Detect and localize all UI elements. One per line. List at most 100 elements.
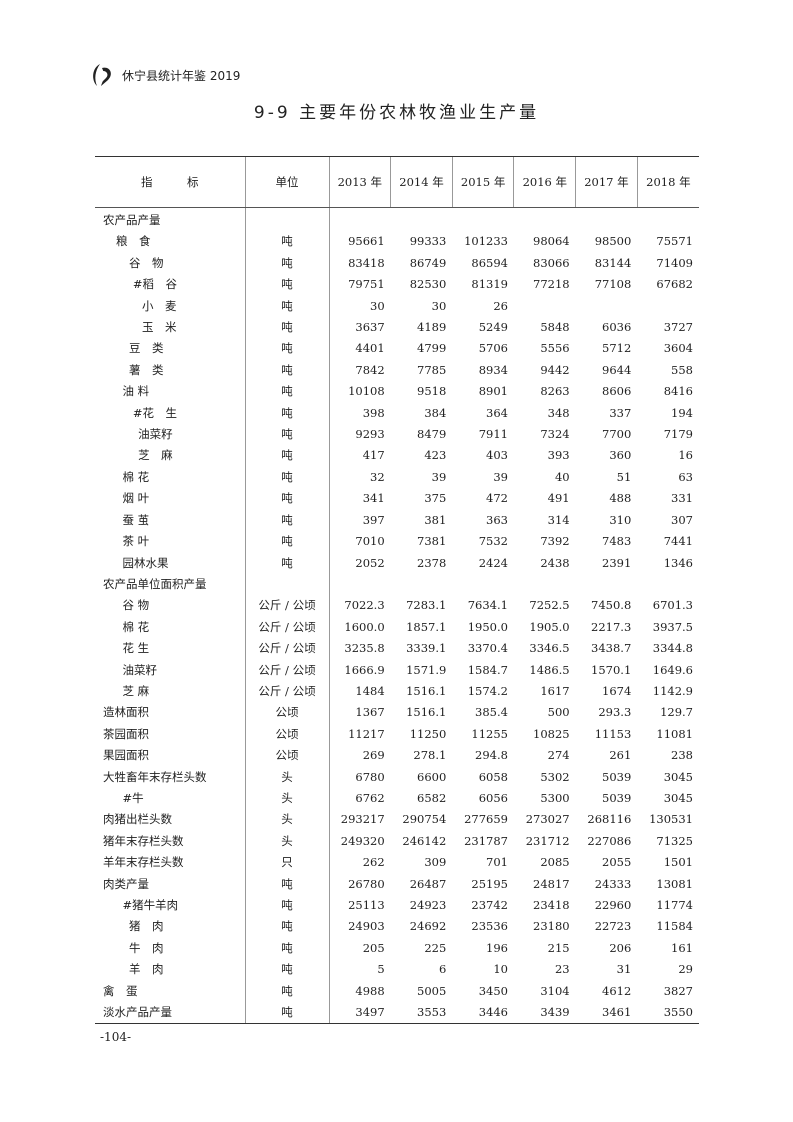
cell-value: 3497 bbox=[329, 1002, 391, 1025]
cell-value: 71409 bbox=[656, 255, 693, 270]
cell-value: 1584.7 bbox=[467, 662, 508, 677]
cell-value: 500 bbox=[547, 705, 570, 720]
table-row: 禽 蛋吨 4988 5005 3450 3104 4612 3827 bbox=[95, 980, 699, 1003]
cell-value: 194 bbox=[671, 405, 693, 420]
cell-value: 98500 bbox=[594, 234, 632, 249]
cell-value: 1516.1 bbox=[406, 683, 447, 698]
cell-value: 77108 bbox=[594, 277, 632, 292]
cell-value: 95661 bbox=[348, 234, 385, 249]
row-unit: 公斤 / 公顷 bbox=[245, 595, 330, 617]
cell-value: 9293 bbox=[355, 427, 385, 442]
cell-value bbox=[514, 296, 576, 317]
cell-value: 9442 bbox=[540, 362, 570, 377]
row-label: 芝 麻 bbox=[95, 680, 246, 703]
column-header-year: 2018 年 bbox=[636, 156, 699, 208]
cell-value: 4189 bbox=[417, 320, 447, 335]
row-unit: 吨 bbox=[245, 916, 330, 938]
cell-value bbox=[514, 574, 576, 595]
cell-value: 1570.1 bbox=[591, 662, 632, 677]
cell-value: 5556 bbox=[540, 341, 570, 356]
cell-value: 3370.4 bbox=[467, 641, 508, 656]
table-row: 大牲畜年末存栏头数头 6780 6600 6058 5302 5039 3045 bbox=[95, 766, 699, 788]
cell-value: 24923 bbox=[409, 898, 447, 912]
row-label: 蚕 茧 bbox=[95, 509, 246, 532]
cell-value: 63 bbox=[678, 469, 693, 484]
cell-value: 86594 bbox=[471, 255, 508, 270]
cell-value: 215 bbox=[547, 940, 570, 955]
table-row: 油菜籽吨 9293 8479 7911 7324 7700 7179 bbox=[95, 424, 699, 446]
cell-value: 99333 bbox=[409, 234, 447, 249]
row-unit: 吨 bbox=[245, 445, 330, 467]
cell-value: 7634.1 bbox=[467, 598, 508, 613]
cell-value: 1484 bbox=[355, 683, 385, 698]
table-row: 棉 花公斤 / 公顷 1600.0 1857.1 1950.0 1905.0 2217.3… bbox=[95, 616, 699, 639]
column-header-year: 2014 年 bbox=[390, 156, 453, 208]
cell-value bbox=[576, 296, 638, 317]
cell-value: 3553 bbox=[390, 1002, 453, 1025]
row-unit: 头 bbox=[245, 809, 330, 831]
cell-value bbox=[452, 574, 514, 595]
cell-value: 1674 bbox=[602, 683, 632, 698]
row-unit: 头 bbox=[245, 787, 330, 810]
cell-value: 1501 bbox=[663, 855, 693, 870]
cell-value: 7911 bbox=[478, 427, 508, 442]
table-row: 粮 食吨 95661 99333 101233 98064 98500 75571 bbox=[95, 231, 699, 253]
cell-value: 23536 bbox=[471, 919, 508, 934]
row-unit: 吨 bbox=[245, 359, 330, 382]
cell-value: 225 bbox=[424, 940, 447, 955]
table-row: 农产品产量 bbox=[95, 207, 699, 232]
table-row: 园林水果吨 2052 2378 2424 2438 2391 1346 bbox=[95, 552, 699, 574]
cell-value: 385.4 bbox=[475, 705, 508, 720]
cell-value: 7010 bbox=[355, 534, 385, 549]
row-label: 棉 花 bbox=[95, 616, 246, 639]
row-unit bbox=[245, 573, 330, 596]
table-row: 烟 叶吨 341 375 472 491 488 331 bbox=[95, 488, 699, 510]
row-label: 羊 肉 bbox=[95, 959, 246, 981]
cell-value: 26 bbox=[493, 298, 508, 313]
cell-value: 384 bbox=[424, 405, 447, 420]
row-label: 禽 蛋 bbox=[95, 980, 246, 1003]
cell-value: 3937.5 bbox=[652, 619, 693, 634]
cell-value: 98064 bbox=[533, 234, 570, 249]
cell-value: 205 bbox=[362, 940, 385, 955]
cell-value: 129.7 bbox=[660, 705, 693, 720]
cell-value: 375 bbox=[424, 491, 447, 506]
cell-value: 77218 bbox=[533, 277, 570, 292]
cell-value: 3550 bbox=[637, 1002, 699, 1025]
cell-value: 24903 bbox=[348, 919, 385, 934]
table-row: 薯 类吨 7842 7785 8934 9442 9644 558 bbox=[95, 359, 699, 382]
cell-value: 25195 bbox=[471, 876, 508, 891]
cell-value: 2378 bbox=[417, 555, 447, 570]
cell-value: 2217.3 bbox=[591, 619, 632, 634]
cell-value: 23180 bbox=[533, 919, 570, 934]
cell-value: 4401 bbox=[355, 341, 385, 356]
running-header: 休宁县统计年鉴 2019 bbox=[88, 60, 240, 90]
row-label: 小 麦 bbox=[95, 295, 246, 318]
cell-value: 51 bbox=[616, 469, 632, 484]
row-unit: 公顷 bbox=[245, 745, 330, 767]
cell-value: 7283.1 bbox=[406, 598, 447, 613]
cell-value: 11584 bbox=[656, 919, 693, 934]
cell-value: 9518 bbox=[417, 384, 447, 399]
table-row: 玉 米吨 3637 4189 5249 5848 6036 3727 bbox=[95, 317, 699, 339]
cell-value: 7441 bbox=[663, 534, 693, 549]
table-title: 9-9 主要年份农林牧渔业生产量 bbox=[253, 103, 540, 123]
cell-value: 403 bbox=[486, 448, 508, 463]
cell-value: 261 bbox=[609, 748, 632, 763]
cell-value: 7785 bbox=[417, 362, 447, 377]
row-unit: 吨 bbox=[245, 937, 330, 960]
cell-value: 491 bbox=[547, 491, 570, 506]
cell-value: 31 bbox=[616, 962, 632, 977]
table-row: 茶园面积 公顷 11217 11250 11255 10825 11153 11081 bbox=[95, 723, 699, 746]
cell-value bbox=[452, 208, 514, 232]
row-unit: 吨 bbox=[245, 531, 330, 553]
page-number: -104- bbox=[100, 1030, 132, 1044]
cell-value: 3637 bbox=[355, 320, 385, 335]
cell-value: 231712 bbox=[525, 833, 570, 848]
cell-value: 1666.9 bbox=[344, 662, 385, 677]
cell-value: 3346.5 bbox=[529, 641, 570, 656]
cell-value: 701 bbox=[486, 855, 508, 870]
cell-value: 277659 bbox=[464, 812, 508, 827]
header-row: 指 标单位 2013 年 2014 年 2015 年 2016 年 2017 年 2018 … bbox=[95, 156, 699, 208]
table-row: 蚕 茧吨 397 381 363 314 310 307 bbox=[95, 509, 699, 532]
